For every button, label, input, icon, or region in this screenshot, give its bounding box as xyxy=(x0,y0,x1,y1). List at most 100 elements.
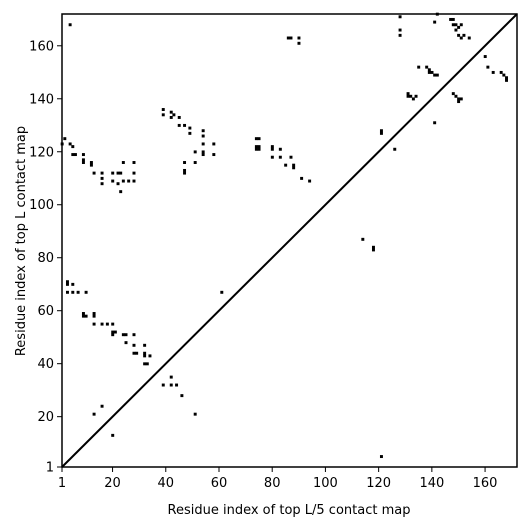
contact-cell-top-l xyxy=(201,134,205,138)
contact-cell-top-l5 xyxy=(406,94,410,98)
contact-cell-top-l xyxy=(254,137,258,141)
contact-cell-top-l xyxy=(161,113,165,117)
contact-cell-top-l5 xyxy=(454,28,458,32)
contact-cell-top-l xyxy=(371,245,375,249)
x-axis-label: Residue index of top L/5 contact map xyxy=(168,503,411,518)
contact-cell-top-l xyxy=(175,383,179,387)
contact-cell-top-l5 xyxy=(430,70,434,74)
contact-cell-top-l xyxy=(270,145,274,149)
contact-cell-top-l xyxy=(257,145,261,149)
contact-cell-top-l xyxy=(300,176,304,180)
contact-cell-top-l xyxy=(100,182,104,186)
contact-cell-top-l xyxy=(278,147,282,151)
contact-cell-top-l xyxy=(113,330,117,334)
y-tick-label: 140 xyxy=(29,92,54,107)
x-tick-label: 160 xyxy=(473,476,498,491)
contact-cell-top-l5 xyxy=(459,36,463,40)
contact-cell-top-l5 xyxy=(398,33,402,37)
contact-cell-top-l xyxy=(284,163,288,167)
contact-cell-top-l xyxy=(63,137,67,141)
contact-cell-top-l xyxy=(278,155,282,159)
contact-cell-top-l5 xyxy=(491,70,495,74)
x-tick-label: 100 xyxy=(313,476,338,491)
contact-cell-top-l xyxy=(127,179,131,183)
contact-cell-top-l xyxy=(254,147,258,151)
contact-cell-top-l xyxy=(257,137,261,141)
contact-cell-top-l xyxy=(92,322,96,326)
contact-cell-top-l xyxy=(116,171,120,175)
y-tick-label: 160 xyxy=(29,39,54,54)
contact-cell-top-l5 xyxy=(379,455,383,459)
contact-cell-top-l xyxy=(65,280,69,284)
contact-cell-top-l xyxy=(65,290,69,294)
y-tick-label: 100 xyxy=(29,198,54,213)
contact-cell-top-l xyxy=(286,36,290,40)
contact-cell-top-l xyxy=(188,126,192,130)
x-tick-label: 120 xyxy=(366,476,391,491)
x-axis-ticks: 1 20 40 60 80 100 120 140 160 xyxy=(58,467,498,491)
y-tick-label: 80 xyxy=(37,251,54,266)
contact-cell-top-l5 xyxy=(467,36,471,40)
contact-cell-top-l xyxy=(169,110,173,114)
contact-marks xyxy=(60,12,508,459)
contact-cell-top-l5 xyxy=(411,97,415,101)
contact-cell-top-l5 xyxy=(425,65,429,69)
contact-cell-top-l5 xyxy=(451,23,455,27)
contact-cell-top-l xyxy=(92,312,96,315)
contact-cell-top-l xyxy=(169,115,173,119)
contact-cell-top-l xyxy=(116,182,120,186)
contact-cell-top-l5 xyxy=(505,78,508,82)
contact-cell-top-l xyxy=(188,131,192,135)
contact-cell-top-l xyxy=(132,179,136,183)
contact-cell-top-l xyxy=(71,153,75,157)
contact-cell-top-l xyxy=(92,412,96,416)
contact-cell-top-l xyxy=(193,412,197,416)
contact-cell-top-l5 xyxy=(433,121,437,125)
contact-cell-top-l5 xyxy=(433,73,437,77)
contact-cell-top-l xyxy=(145,362,149,366)
contact-cell-top-l xyxy=(371,248,375,252)
contact-cell-top-l xyxy=(105,322,109,326)
contact-cell-top-l5 xyxy=(483,55,487,59)
contact-cell-top-l xyxy=(135,351,139,355)
x-tick-label: 20 xyxy=(104,476,121,491)
contact-cell-top-l xyxy=(132,343,136,347)
y-tick-label: 1 xyxy=(46,461,54,476)
contact-cell-top-l xyxy=(92,314,96,318)
contact-cell-top-l xyxy=(308,179,312,183)
contact-cell-top-l xyxy=(111,333,115,337)
contact-cell-top-l xyxy=(100,404,104,408)
contact-cell-top-l xyxy=(81,158,85,162)
contact-cell-top-l5 xyxy=(406,92,410,96)
contact-cell-top-l xyxy=(201,150,205,154)
diagonal-line xyxy=(61,13,518,468)
contact-cell-top-l xyxy=(121,333,125,337)
contact-cell-top-l xyxy=(254,145,258,149)
contact-cell-top-l xyxy=(297,36,301,40)
contact-cell-top-l5 xyxy=(427,68,431,72)
contact-cell-top-l xyxy=(76,290,80,294)
contact-cell-top-l xyxy=(68,142,72,146)
contact-cell-top-l xyxy=(292,163,296,167)
contact-cell-top-l xyxy=(68,23,72,27)
contact-cell-top-l xyxy=(89,163,93,167)
contact-cell-top-l5 xyxy=(457,33,461,37)
contact-cell-top-l5 xyxy=(398,28,402,32)
contact-cell-top-l xyxy=(84,290,88,294)
contact-cell-top-l xyxy=(379,129,383,133)
y-tick-label: 60 xyxy=(37,304,54,319)
contact-cell-top-l xyxy=(289,155,293,159)
contact-cell-top-l xyxy=(169,383,173,387)
x-tick-label: 140 xyxy=(419,476,444,491)
contact-cell-top-l xyxy=(132,351,136,355)
contact-cell-top-l5 xyxy=(427,70,431,74)
contact-cell-top-l xyxy=(201,142,205,146)
contact-cell-top-l xyxy=(71,145,75,149)
contact-cell-top-l xyxy=(361,237,365,241)
contact-cell-top-l xyxy=(193,161,197,164)
contact-cell-top-l xyxy=(100,171,104,175)
contact-cell-top-l5 xyxy=(459,23,463,27)
contact-cell-top-l xyxy=(172,113,176,117)
